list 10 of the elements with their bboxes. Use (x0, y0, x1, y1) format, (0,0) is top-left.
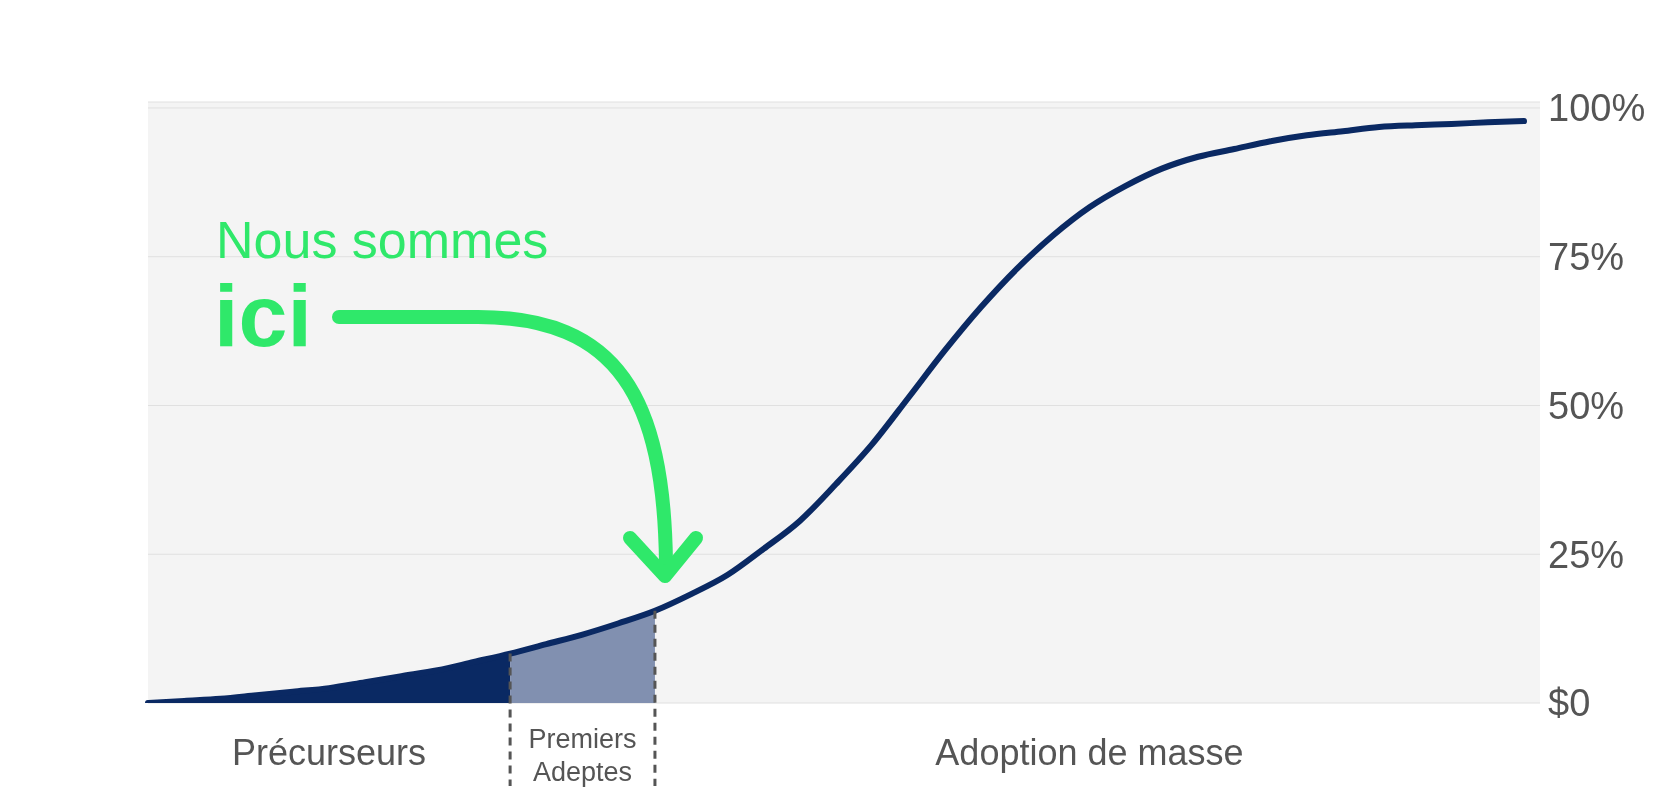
y-tick-label: $0 (1548, 682, 1591, 725)
y-tick-label: 75% (1548, 236, 1625, 279)
x-tick-label: Premiers Adeptes (528, 724, 637, 787)
x-tick-label: Précurseurs (232, 732, 427, 773)
annotation: Nous sommes (216, 211, 549, 269)
y-tick-label: 100% (1548, 87, 1646, 130)
y-tick-label: 50% (1548, 384, 1625, 427)
x-tick-label: Adoption de masse (935, 732, 1244, 773)
y-tick-label: 25% (1548, 533, 1625, 576)
annotation: ici (214, 266, 312, 365)
